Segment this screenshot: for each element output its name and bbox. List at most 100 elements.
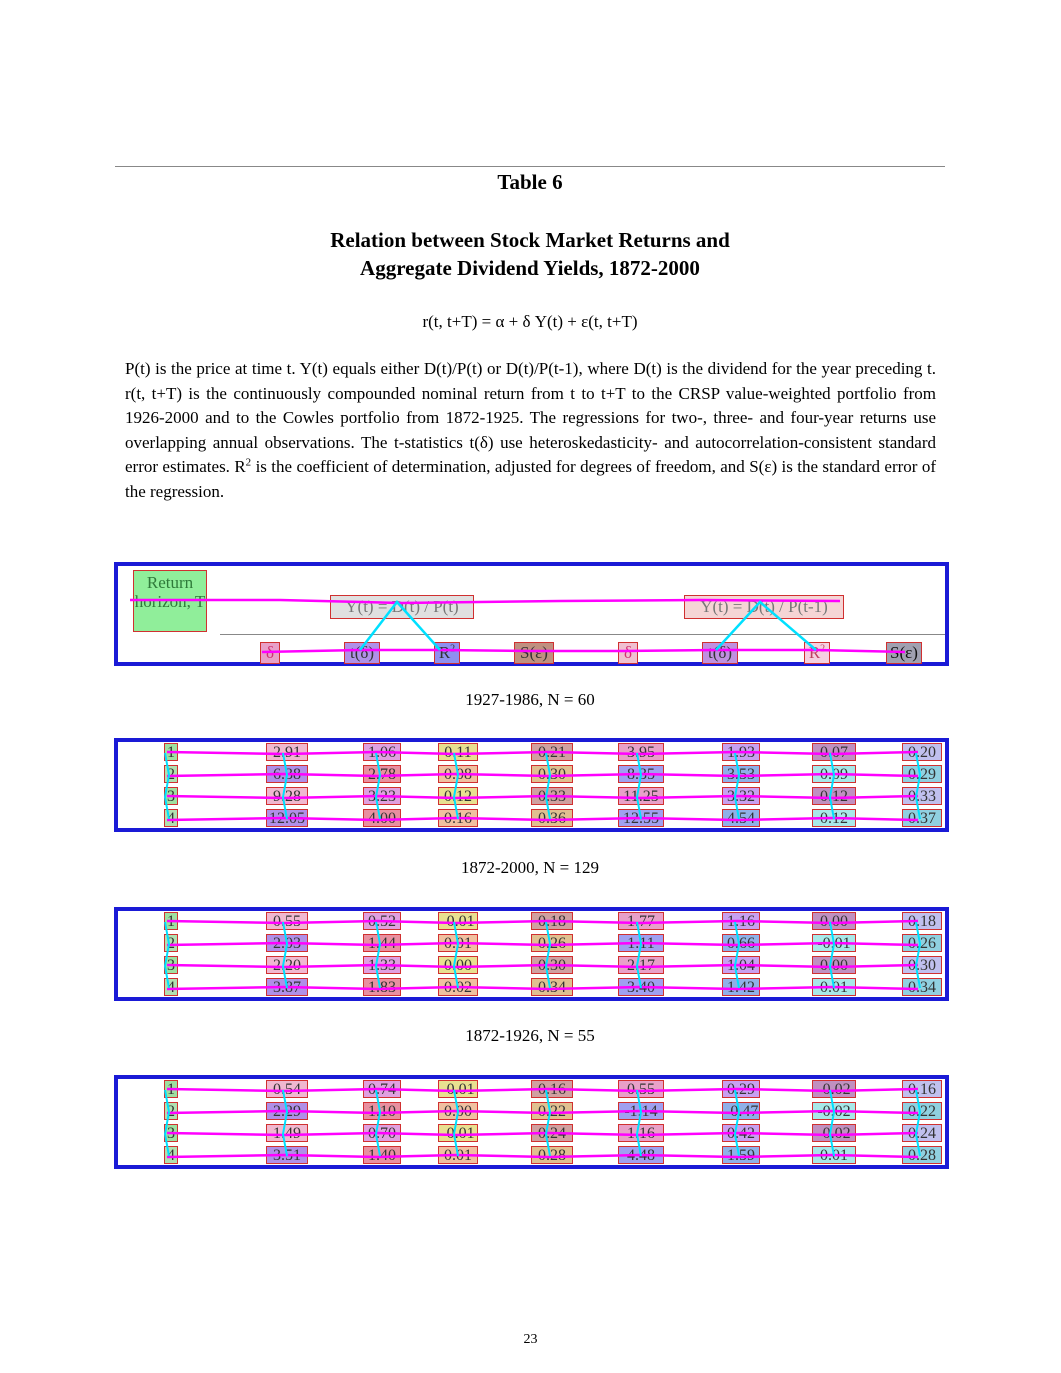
top-rule xyxy=(115,166,945,167)
cell: -0.01 xyxy=(438,1124,478,1142)
cell: 0.34 xyxy=(902,978,942,996)
cell: -0.01 xyxy=(812,934,856,952)
page-number: 23 xyxy=(523,1332,538,1347)
col-header-r2-1-sup: 2 xyxy=(450,643,456,655)
cell: 0.16 xyxy=(531,1080,573,1098)
table-row: 4 3.87 1.83 0.02 0.34 3.40 1.42 0.01 0.34 xyxy=(118,977,945,997)
table-row: 2 2.29 1.10 0.00 0.22 -1.14 -0.47 -0.02 0.22 xyxy=(118,1101,945,1121)
cell: 2.78 xyxy=(363,765,401,783)
table-row: 4 12.05 4.00 0.16 0.36 12.55 4.54 0.12 0.37 xyxy=(118,808,945,828)
cell: -0.47 xyxy=(722,1102,760,1120)
cell: 1 xyxy=(164,743,178,761)
panel-3-label: 1872-1926, N = 55 xyxy=(465,1026,595,1045)
cell: 9.28 xyxy=(266,787,308,805)
cell: 12.55 xyxy=(618,809,664,827)
group-header-dp-lag: Y(t) = D(t) / P(t-1) xyxy=(684,595,844,619)
cell: 0.66 xyxy=(722,934,760,952)
cell: 0.01 xyxy=(438,934,478,952)
regression-formula: r(t, t+T) = α + δ Y(t) + ε(t, t+T) xyxy=(422,312,638,331)
cell: 0.12 xyxy=(438,787,478,805)
cell: 0.00 xyxy=(812,912,856,930)
col-header-s-eps-1: S(ε) xyxy=(514,642,554,664)
cell: 0.28 xyxy=(531,1146,573,1164)
cell: 1 xyxy=(164,1080,178,1098)
cell: 1 xyxy=(164,912,178,930)
cell: 0.07 xyxy=(812,743,856,761)
cell: 1.49 xyxy=(266,1124,308,1142)
cell: 0.00 xyxy=(438,956,478,974)
cell: 0.12 xyxy=(812,787,856,805)
description-text-2: is the coefficient of determination, adj… xyxy=(125,457,936,501)
col-header-r2-2-text: R xyxy=(808,643,821,662)
table-title: Relation between Stock Market Returns an… xyxy=(115,226,945,282)
cell: 4.54 xyxy=(722,809,760,827)
cell: -0.02 xyxy=(812,1080,856,1098)
cell: 0.33 xyxy=(902,787,942,805)
cell: -0.01 xyxy=(438,1080,478,1098)
cell: 1.06 xyxy=(363,743,401,761)
cell: 0.34 xyxy=(531,978,573,996)
col-header-delta-1: δ xyxy=(260,642,280,664)
return-horizon-header: Return horizon, T xyxy=(133,570,207,632)
col-header-r2-1-text: R xyxy=(438,643,451,662)
cell: 0.18 xyxy=(902,912,942,930)
col-header-r2-1: R2 xyxy=(434,642,460,664)
col-header-delta-2: δ xyxy=(618,642,638,664)
cell: 0.16 xyxy=(438,809,478,827)
cell: 0.30 xyxy=(902,956,942,974)
cell: 1.40 xyxy=(363,1146,401,1164)
cell: 0.01 xyxy=(812,978,856,996)
cell: 1.42 xyxy=(722,978,760,996)
cell: 1.59 xyxy=(722,1146,760,1164)
cell: 1.04 xyxy=(722,956,760,974)
panel-2-box: 1 0.55 0.52 -0.01 0.18 1.77 1.16 0.00 0.18 2 2.03… xyxy=(114,907,949,1001)
cell: 2 xyxy=(164,765,178,783)
title-line-1: Relation between Stock Market Returns an… xyxy=(330,228,730,252)
cell: 0.21 xyxy=(531,743,573,761)
cell: 4 xyxy=(164,1146,178,1164)
cell: 0.08 xyxy=(438,765,478,783)
cell: 2.03 xyxy=(266,934,308,952)
cell: 0.01 xyxy=(438,1146,478,1164)
col-header-t-delta-2: t(δ) xyxy=(702,642,738,664)
cell: 3.87 xyxy=(266,978,308,996)
cell: 0.24 xyxy=(531,1124,573,1142)
cell: 3 xyxy=(164,1124,178,1142)
col-header-t-delta-1: t(δ) xyxy=(344,642,380,664)
cell: 0.29 xyxy=(722,1080,760,1098)
cell: 0.26 xyxy=(902,934,942,952)
cell: 0.00 xyxy=(438,1102,478,1120)
cell: 3.95 xyxy=(618,743,664,761)
cell: 11.25 xyxy=(618,787,664,805)
cell: 3 xyxy=(164,787,178,805)
cell: 12.05 xyxy=(266,809,308,827)
table-row: 1 2.91 1.06 0.11 0.21 3.95 1.93 0.07 0.20 xyxy=(118,742,945,762)
cell: 2.91 xyxy=(266,743,308,761)
cell: 1.11 xyxy=(618,934,664,952)
description-text-1: P(t) is the price at time t. Y(t) equals… xyxy=(125,359,936,477)
cell: 0.20 xyxy=(902,743,942,761)
table-row: 3 9.28 3.23 0.12 0.33 11.25 3.32 0.12 0.33 xyxy=(118,786,945,806)
table-row: 2 2.03 1.44 0.01 0.26 1.11 0.66 -0.01 0.26 xyxy=(118,933,945,953)
cell: 3.53 xyxy=(722,765,760,783)
cell: 0.52 xyxy=(363,912,401,930)
cell: 3.40 xyxy=(618,978,664,996)
cell: -0.01 xyxy=(438,912,478,930)
cell: 0.16 xyxy=(902,1080,942,1098)
cell: 2.20 xyxy=(266,956,308,974)
cell: 0.01 xyxy=(812,1146,856,1164)
cell: 0.12 xyxy=(812,809,856,827)
panel-2-label: 1872-2000, N = 129 xyxy=(460,858,600,877)
header-underline xyxy=(220,634,945,635)
cell: -0.02 xyxy=(812,1102,856,1120)
cell: 4 xyxy=(164,809,178,827)
cell: 1.44 xyxy=(363,934,401,952)
cell: 4.48 xyxy=(618,1146,664,1164)
cell: 2 xyxy=(164,934,178,952)
cell: 2.29 xyxy=(266,1102,308,1120)
cell: -1.14 xyxy=(618,1102,664,1120)
cell: 0.29 xyxy=(902,765,942,783)
cell: 0.33 xyxy=(531,787,573,805)
table-number: Table 6 xyxy=(497,170,563,194)
cell: 1.16 xyxy=(722,912,760,930)
